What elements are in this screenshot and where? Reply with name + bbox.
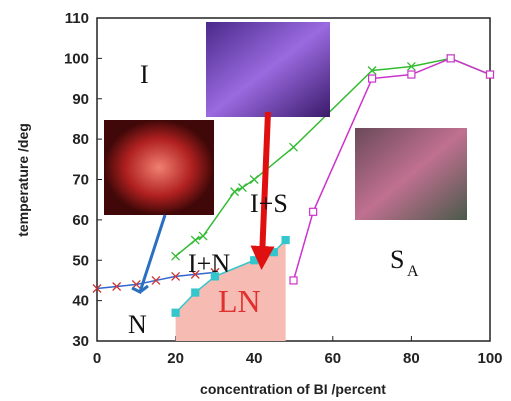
marker	[282, 237, 289, 244]
marker	[408, 71, 415, 78]
marker	[192, 289, 199, 296]
y-tick-label: 110	[65, 10, 89, 27]
y-axis-label: temperature /deg	[15, 123, 31, 237]
marker	[447, 55, 454, 62]
y-tick-label: 40	[72, 293, 89, 310]
y-tick-label: 60	[72, 212, 89, 229]
x-tick-label: 60	[324, 350, 341, 367]
phase-label: S	[390, 245, 404, 274]
arrow	[262, 112, 268, 258]
x-tick-label: 40	[246, 350, 263, 367]
phase-label: LN	[218, 283, 261, 319]
marker	[251, 257, 258, 264]
y-tick-label: 70	[72, 172, 89, 189]
marker	[238, 184, 246, 192]
micrograph	[104, 120, 214, 215]
x-tick-label: 80	[403, 350, 420, 367]
y-tick-label: 50	[72, 252, 89, 269]
marker	[487, 71, 494, 78]
phase-label: I	[140, 60, 149, 89]
phase-label: I+N	[188, 249, 230, 278]
marker	[369, 75, 376, 82]
marker	[231, 188, 239, 196]
micrograph	[355, 128, 467, 220]
marker	[250, 176, 258, 184]
phase-label-subscript: A	[407, 263, 419, 280]
marker	[270, 249, 277, 256]
marker	[290, 143, 298, 151]
x-tick-label: 20	[167, 350, 184, 367]
phase-label: N	[128, 310, 147, 339]
marker	[199, 232, 207, 240]
marker	[172, 309, 179, 316]
x-tick-label: 100	[477, 350, 502, 367]
y-tick-label: 90	[72, 91, 89, 108]
y-tick-label: 80	[72, 131, 89, 148]
x-axis-label: concentration of BI /percent	[200, 381, 386, 397]
marker	[290, 277, 297, 284]
y-tick-label: 30	[72, 333, 89, 350]
chart: I I+S I+N LN N S A concentration of BI /…	[0, 0, 511, 401]
phase-label: I+S	[250, 189, 288, 218]
x-tick-label: 0	[93, 350, 101, 367]
arrow	[132, 215, 165, 292]
marker	[310, 208, 317, 215]
marker	[191, 236, 199, 244]
marker	[172, 252, 180, 260]
micrograph	[206, 22, 330, 117]
y-tick-label: 100	[64, 50, 89, 67]
